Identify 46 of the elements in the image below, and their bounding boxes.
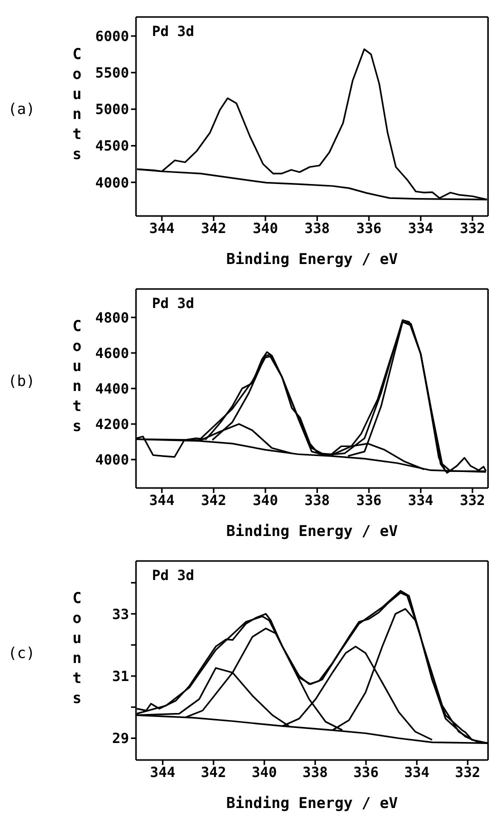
- text: (c): [8, 644, 36, 662]
- annotation: Pd 3d: [152, 568, 194, 584]
- y-tick-label: 29: [112, 731, 129, 748]
- text: (b): [8, 372, 36, 390]
- text: (a): [8, 100, 36, 118]
- y-tick-label: 4000: [95, 452, 129, 469]
- y-tick-label: 4400: [95, 381, 129, 398]
- x-tick-label: 332: [460, 220, 486, 237]
- x-axis-title: Binding Energy / eV: [226, 250, 398, 268]
- x-tick-label: 336: [356, 492, 382, 509]
- x-axis-title: Binding Energy / eV: [226, 794, 398, 812]
- x-tick-label: 338: [304, 492, 330, 509]
- x-tick-label: 342: [200, 764, 226, 781]
- y-tick-label: 5500: [95, 66, 129, 82]
- x-tick-label: 344: [150, 764, 176, 781]
- x-tick-label: 340: [252, 492, 278, 509]
- annotation: Pd 3d: [152, 24, 194, 40]
- x-axis-title: Binding Energy / eV: [226, 522, 398, 540]
- y-axis-title: Counts: [68, 45, 86, 165]
- x-tick-label: 336: [353, 764, 379, 781]
- x-tick-label: 334: [404, 764, 430, 781]
- y-axis-title: Counts: [68, 589, 86, 709]
- x-tick-label: 344: [149, 492, 175, 509]
- y-tick-label: 31: [112, 669, 129, 686]
- x-tick-label: 338: [302, 764, 328, 781]
- x-tick-label: 342: [201, 220, 226, 237]
- x-tick-label: 342: [201, 492, 226, 509]
- x-tick-label: 332: [460, 492, 486, 509]
- x-tick-label: 344: [149, 220, 175, 237]
- x-tick-label: 340: [252, 764, 277, 781]
- y-axis-title: Counts: [68, 317, 86, 437]
- x-tick-label: 340: [252, 220, 278, 237]
- y-tick-label: 4000: [95, 175, 129, 192]
- y-tick-label: 6000: [95, 28, 129, 45]
- y-tick-label: 33: [112, 606, 129, 623]
- y-tick-label: 5000: [95, 102, 129, 118]
- y-tick-label: 4800: [95, 310, 129, 326]
- x-tick-label: 334: [408, 492, 434, 509]
- y-tick-label: 4500: [95, 138, 129, 155]
- x-tick-label: 336: [356, 220, 382, 237]
- y-tick-label: 4600: [95, 346, 129, 362]
- annotation: Pd 3d: [152, 296, 194, 312]
- x-tick-label: 332: [455, 764, 480, 781]
- x-tick-label: 338: [304, 220, 330, 237]
- x-tick-label: 334: [408, 220, 434, 237]
- y-tick-label: 4200: [95, 417, 129, 434]
